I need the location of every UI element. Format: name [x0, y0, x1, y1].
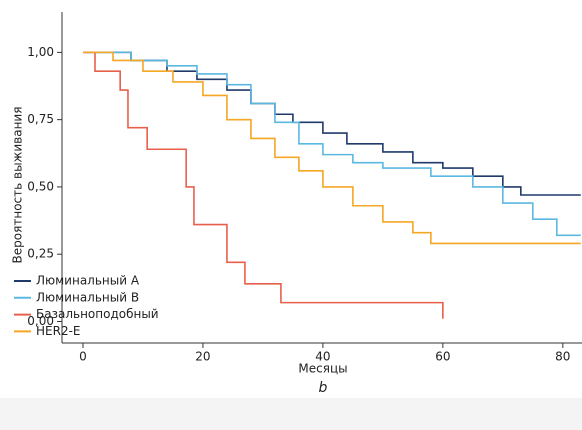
legend-label: Люминальный A — [36, 274, 140, 288]
survival-curve — [82, 51, 581, 245]
x-tick-label: 60 — [435, 350, 450, 364]
x-tick-label: 0 — [79, 350, 87, 364]
y-tick-label: 0,00 — [27, 314, 54, 328]
x-tick-label: 40 — [315, 350, 330, 364]
y-axis-label: Вероятность выживания — [11, 107, 25, 264]
survival-curve — [82, 51, 581, 196]
legend-label: Базальноподобный — [36, 307, 159, 321]
y-tick-label: 1,00 — [27, 45, 54, 59]
legend-label: HER2-E — [36, 324, 81, 338]
x-axis-label: Месяцы — [298, 362, 347, 376]
survival-curve — [82, 51, 444, 319]
y-tick-label: 0,50 — [27, 179, 54, 193]
y-tick-label: 0,75 — [27, 112, 54, 126]
y-tick-label: 0,25 — [27, 247, 54, 261]
legend-label: Люминальный B — [36, 290, 139, 304]
x-tick-label: 20 — [195, 350, 210, 364]
survival-curve — [82, 51, 581, 237]
panel-label: b — [319, 380, 328, 396]
x-tick-label: 80 — [555, 350, 570, 364]
footer-band — [0, 398, 582, 430]
